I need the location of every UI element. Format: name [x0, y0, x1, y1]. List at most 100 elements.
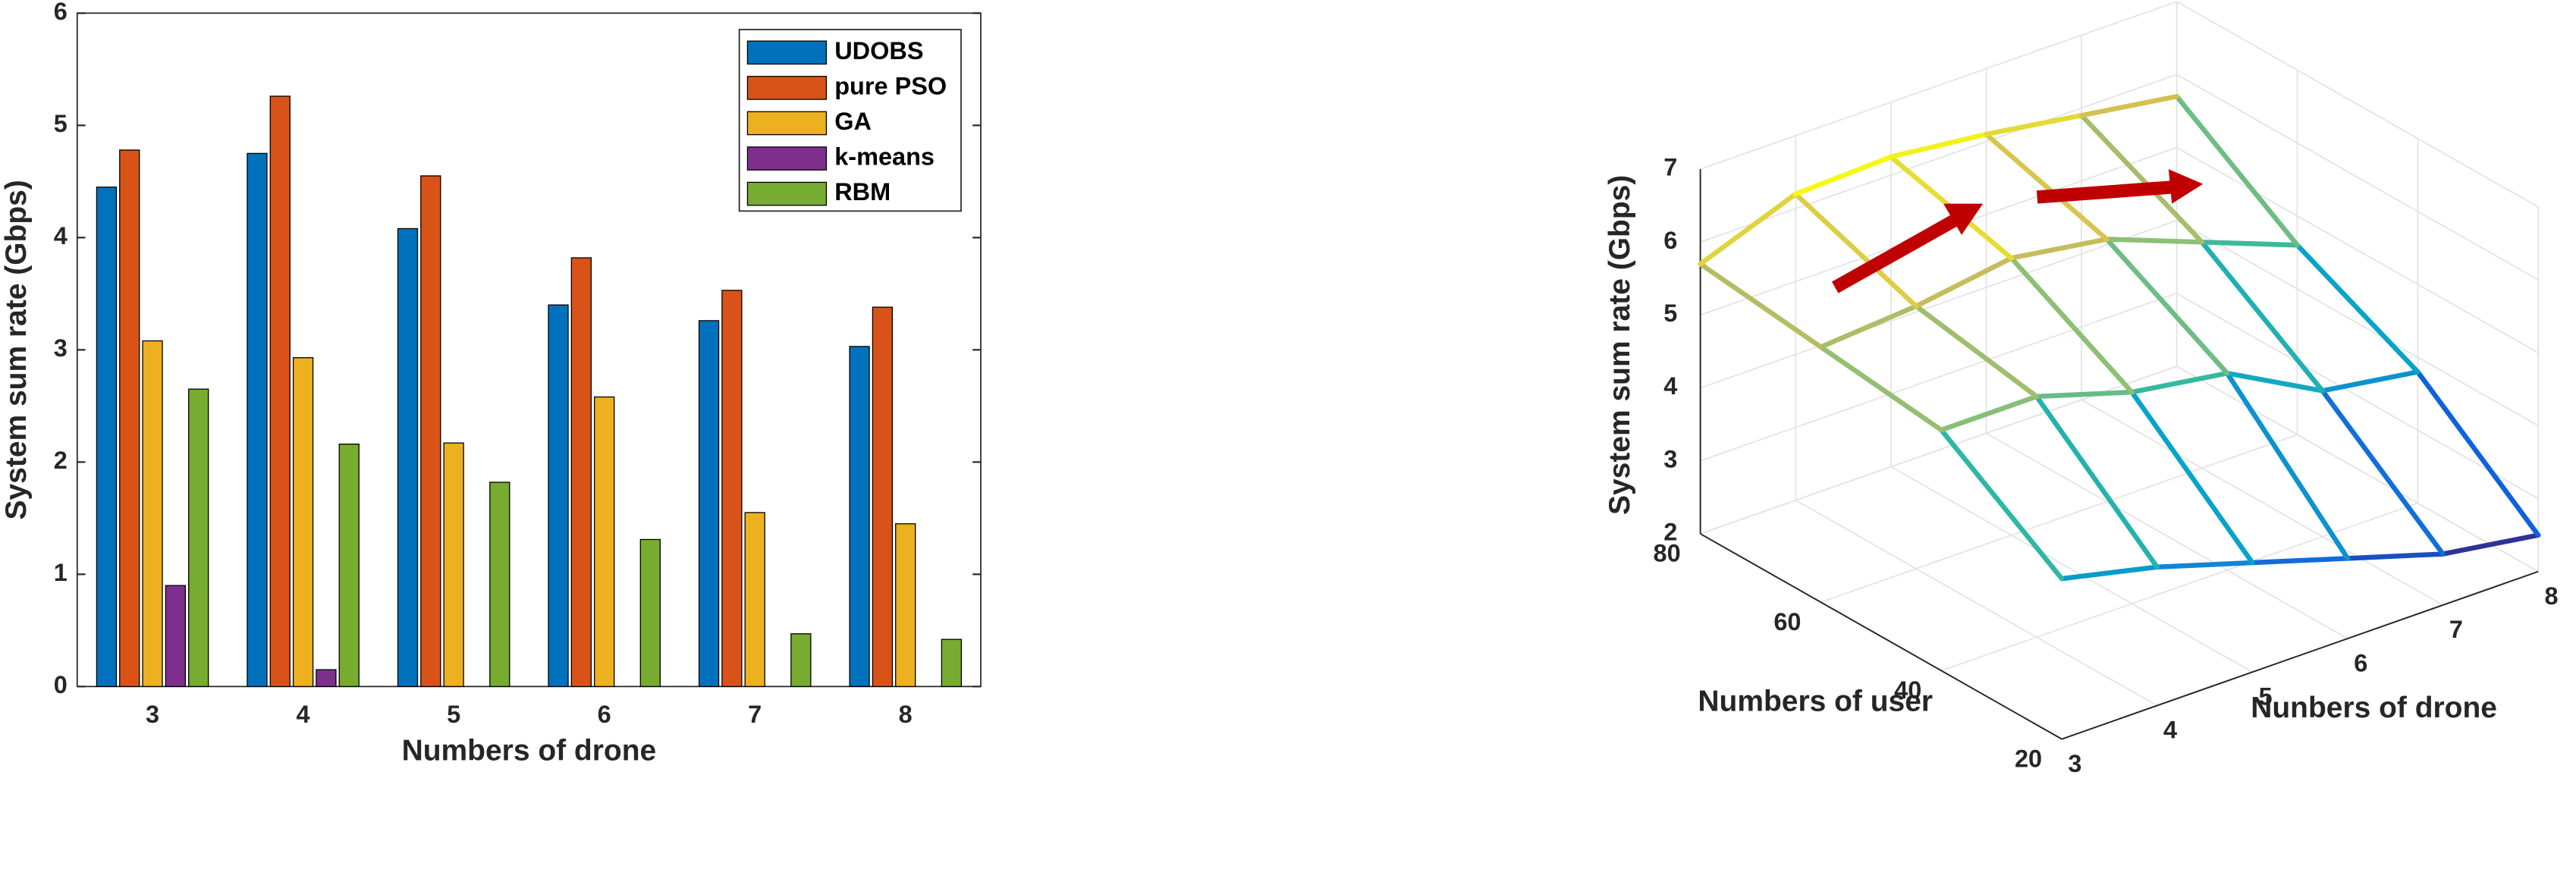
arrow	[2036, 180, 2172, 204]
y-tick-label: 4	[54, 222, 68, 249]
grid-line	[2176, 219, 2539, 427]
y-tick-label: 80	[1654, 540, 1681, 567]
legend-label: GA	[834, 108, 872, 135]
bar	[849, 346, 870, 687]
mesh-edge	[1913, 303, 2040, 400]
grid-line	[2176, 293, 2539, 500]
mesh-edge	[2199, 240, 2325, 394]
z-axis-label: System sum rate (Gbps)	[1604, 175, 1636, 515]
bar	[790, 633, 812, 687]
mesh-edge	[1939, 427, 2065, 582]
mesh-edge	[2129, 389, 2255, 566]
mesh-edge	[2154, 560, 2255, 570]
bar	[744, 512, 765, 687]
x-tick-label: 4	[297, 701, 310, 728]
mesh-edge	[2009, 237, 2109, 261]
mesh-edge	[2415, 369, 2541, 538]
grid-line	[2176, 146, 2539, 353]
y-axis-label: Numbers of user	[1698, 685, 1933, 717]
mesh-edge	[2345, 551, 2446, 561]
mesh-edge	[2009, 256, 2135, 395]
mesh-edge	[1939, 394, 2040, 433]
mesh-edge	[2174, 93, 2300, 248]
mesh-edge	[2440, 532, 2541, 557]
mesh-edge	[2295, 242, 2420, 375]
mesh-edge	[1792, 154, 1894, 197]
y-tick-label: 1	[54, 559, 68, 586]
mesh-edge	[2129, 370, 2230, 395]
grid-line	[1940, 502, 2418, 672]
bar	[721, 290, 743, 687]
grid-line	[2176, 365, 2539, 573]
bar	[941, 638, 963, 687]
bar	[397, 227, 419, 687]
grid-line	[1700, 219, 2177, 389]
bar	[142, 340, 163, 687]
z-tick-label: 5	[1663, 300, 1677, 327]
grid-line	[1700, 74, 2177, 243]
y-tick-label: 2	[54, 447, 68, 474]
mesh-edge	[2059, 564, 2160, 582]
bar	[119, 149, 140, 687]
mesh-edge	[1698, 261, 1824, 350]
x-tick-label: 6	[598, 701, 611, 728]
mesh-edge	[2034, 394, 2160, 570]
mesh-edge	[1984, 112, 2084, 137]
x-axis-label: Nunbers of drone	[2251, 692, 2497, 724]
mesh-edge	[2034, 389, 2135, 400]
y-axis	[1700, 533, 2062, 740]
y-tick-label: 3	[54, 334, 68, 362]
x-axis	[2061, 570, 2539, 740]
bar	[316, 669, 337, 687]
grid-line	[1986, 432, 2348, 639]
bar	[489, 482, 510, 687]
x-tick-label: 5	[447, 701, 460, 728]
mesh-edge	[2320, 388, 2446, 557]
legend-label: RBM	[834, 178, 891, 205]
mesh-edge	[2224, 370, 2325, 394]
legend-swatch	[746, 76, 828, 100]
x-tick-label: 8	[2544, 582, 2558, 610]
bar	[698, 320, 720, 687]
grid-line	[1700, 1, 2177, 170]
mesh-edge	[2104, 237, 2230, 376]
z-tick-label: 2	[1663, 518, 1677, 545]
mesh-edge	[1913, 256, 2014, 309]
bar	[165, 585, 187, 687]
bar	[639, 538, 661, 687]
y-axis-label: System sum rate (Gbps)	[0, 180, 33, 519]
mesh-edge	[1818, 303, 1919, 350]
mesh-edge	[1888, 131, 1989, 160]
y-tick-label: 20	[2015, 745, 2042, 772]
legend-swatch	[746, 181, 828, 206]
grid-line	[1795, 499, 2158, 707]
x-tick-label: 3	[2068, 750, 2081, 777]
mesh-edge	[2104, 237, 2205, 245]
bar-chart: 0 1 2 3 4 5 6 3 4 5 6 7 8 Numbers of drone System sum …	[0, 0, 982, 767]
z-tick-label: 6	[1663, 227, 1677, 254]
z-tick-label: 7	[1663, 154, 1677, 181]
mesh-edge	[1698, 191, 1798, 267]
legend-label: UDOBS	[834, 37, 923, 64]
x-tick-label: 7	[2449, 616, 2463, 643]
grid-line	[2176, 74, 2539, 281]
bar	[188, 388, 209, 687]
annotation-arrows	[1831, 169, 2204, 293]
y-tick-label: 40	[1894, 676, 1921, 704]
bar	[96, 187, 118, 687]
legend-swatch	[746, 40, 828, 65]
bar	[895, 523, 916, 687]
x-axis-label: Numbers of drone	[402, 734, 657, 767]
z-tick-label: 3	[1663, 445, 1677, 472]
mesh-edge	[2078, 93, 2179, 118]
bar	[269, 96, 291, 687]
bar	[594, 396, 615, 687]
z-tick-label: 4	[1663, 372, 1677, 400]
grid-line	[2176, 1, 2539, 208]
bar	[420, 175, 441, 687]
x-tick-label: 5	[2259, 683, 2273, 711]
legend-label: k-means	[834, 143, 935, 171]
bar	[247, 152, 268, 687]
legend-swatch	[746, 111, 828, 136]
